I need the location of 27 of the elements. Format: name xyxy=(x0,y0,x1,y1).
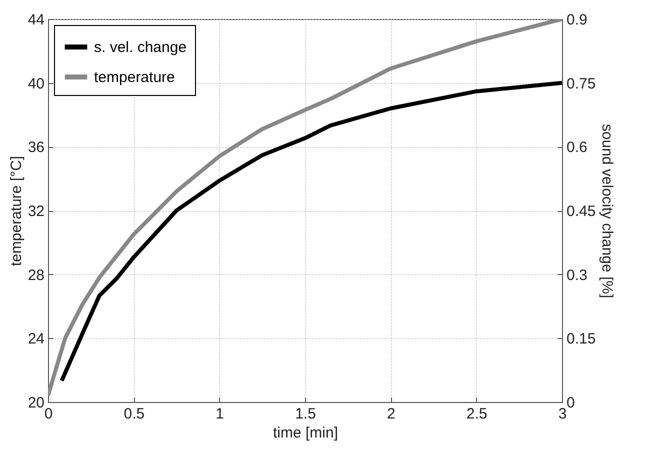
y2-tick-label: 0.45 xyxy=(566,203,596,220)
legend-label: s. vel. change xyxy=(94,39,187,56)
y2-tick-label: 0 xyxy=(566,394,575,412)
y-tick-label: 40 xyxy=(28,75,44,92)
y2-axis-title: sound velocity change [%] xyxy=(598,124,616,298)
x-axis-title: time [min] xyxy=(272,424,338,442)
y2-tick-label: 0.15 xyxy=(566,330,596,348)
y-tick-label: 28 xyxy=(28,266,44,284)
y2-tick-label: 0.6 xyxy=(566,139,588,156)
y-axis-title: temperature [°C] xyxy=(8,156,25,266)
x-tick-label: 2.5 xyxy=(466,406,488,422)
y-tick-label: 20 xyxy=(28,394,44,412)
x-tick-label: 1.5 xyxy=(295,406,316,422)
x-tick-label: 3 xyxy=(558,406,567,422)
x-tick-label: 2 xyxy=(386,406,396,422)
line-series xyxy=(48,19,562,398)
y2-tick-label: 0.75 xyxy=(566,75,596,92)
y2-tick-label: 0.3 xyxy=(566,266,588,284)
y2-tick-label: 0.9 xyxy=(566,12,588,28)
x-tick-label: 1 xyxy=(216,406,224,422)
legend-label: temperature xyxy=(94,69,175,86)
y-tick-label: 24 xyxy=(28,330,44,348)
y-tick-label: 32 xyxy=(28,203,44,220)
x-tick-label: 0 xyxy=(44,406,53,422)
y-tick-label: 36 xyxy=(28,139,44,156)
x-tick-label: 0.5 xyxy=(124,406,145,422)
y-tick-label: 44 xyxy=(28,12,44,28)
